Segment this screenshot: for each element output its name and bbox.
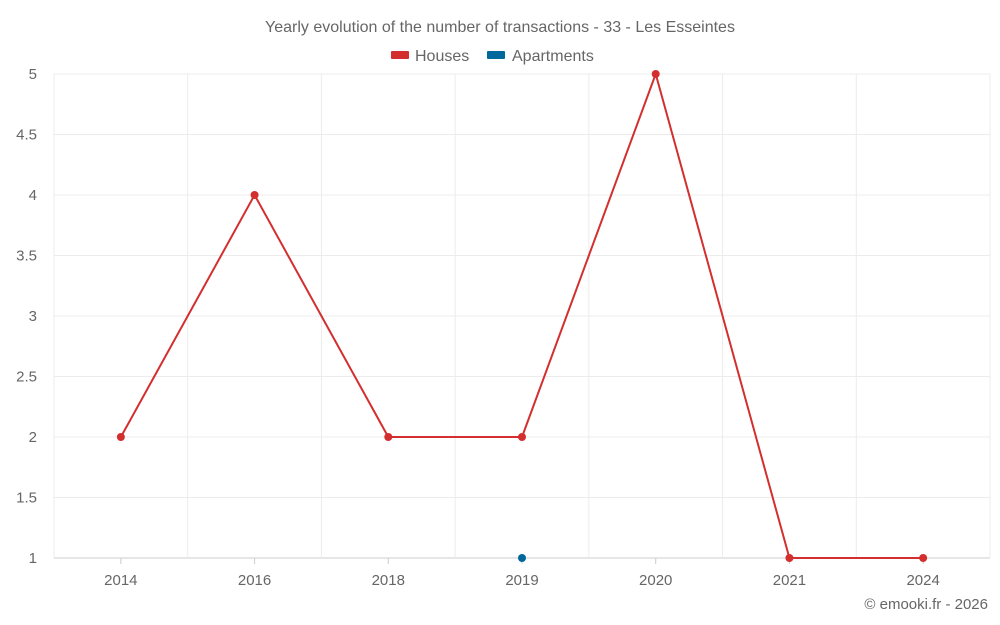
x-tick-label: 2024 bbox=[906, 572, 939, 589]
legend-swatch-houses bbox=[391, 51, 409, 59]
grid bbox=[53, 73, 991, 559]
data-point-houses-2024[interactable] bbox=[919, 554, 928, 562]
y-tick-label: 1 bbox=[29, 550, 37, 567]
data-point-houses-2020[interactable] bbox=[651, 70, 660, 78]
data-point-apartments-2019[interactable] bbox=[518, 554, 526, 562]
y-tick-label: 3.5 bbox=[16, 248, 37, 265]
x-tick-label: 2021 bbox=[773, 572, 806, 589]
series-layer bbox=[116, 70, 928, 562]
y-tick-label: 4 bbox=[29, 187, 37, 204]
legend: Houses Apartments bbox=[391, 48, 594, 65]
data-point-houses-2019[interactable] bbox=[518, 433, 526, 441]
y-tick-label: 2.5 bbox=[16, 369, 37, 386]
y-tick-label: 2 bbox=[29, 429, 37, 446]
legend-item-houses[interactable]: Houses bbox=[391, 48, 469, 65]
x-axis: 2014 2016 2018 2019 2020 2021 2024 bbox=[104, 558, 940, 589]
legend-swatch-apartments bbox=[487, 51, 505, 59]
y-axis: 1 1.5 2 2.5 3 3.5 4 4.5 5 bbox=[16, 66, 37, 567]
data-point-houses-2014[interactable] bbox=[116, 433, 125, 441]
data-point-houses-2016[interactable] bbox=[250, 191, 259, 199]
x-tick-label: 2019 bbox=[505, 572, 538, 589]
y-tick-label: 3 bbox=[29, 308, 37, 325]
y-tick-label: 5 bbox=[29, 66, 37, 83]
legend-label-apartments: Apartments bbox=[512, 48, 594, 65]
chart-title: Yearly evolution of the number of transa… bbox=[265, 19, 735, 36]
x-tick-label: 2014 bbox=[104, 572, 137, 589]
y-tick-label: 4.5 bbox=[16, 127, 37, 144]
x-tick-label: 2018 bbox=[372, 572, 405, 589]
y-tick-label: 1.5 bbox=[16, 490, 37, 507]
credit-text: © emooki.fr - 2026 bbox=[864, 596, 988, 613]
x-tick-label: 2020 bbox=[639, 572, 672, 589]
data-point-houses-2018[interactable] bbox=[384, 433, 393, 441]
x-tick-label: 2016 bbox=[238, 572, 271, 589]
data-point-houses-2021[interactable] bbox=[785, 554, 794, 562]
legend-label-houses: Houses bbox=[415, 48, 469, 65]
legend-item-apartments[interactable]: Apartments bbox=[487, 48, 594, 65]
